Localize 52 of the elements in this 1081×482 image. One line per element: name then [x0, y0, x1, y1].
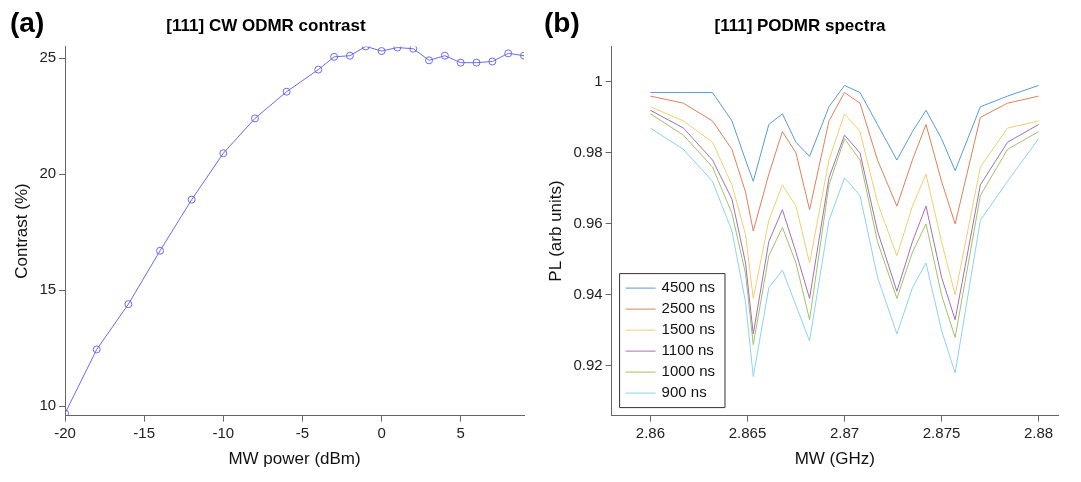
point	[282, 87, 291, 96]
point	[314, 65, 323, 74]
legend-label: 900 ns	[661, 383, 707, 401]
point	[219, 149, 228, 158]
legend-label: 4500 ns	[661, 278, 715, 296]
point	[488, 57, 497, 66]
y-tick-label: 20	[39, 164, 57, 182]
text: (b)	[544, 6, 580, 38]
y-tick-label: 15	[39, 280, 57, 298]
legend-label: 1100 ns	[661, 341, 714, 359]
y-tick-label: 25	[39, 48, 57, 66]
chart-title: [111] CW ODMR contrast	[166, 15, 366, 35]
text: (a)	[10, 6, 45, 38]
x-tick-label: 0	[377, 423, 386, 441]
y-tick-label: 0.96	[573, 214, 603, 232]
x-tick-label: 5	[456, 423, 465, 441]
x-tick-label: 2.87	[829, 423, 860, 441]
x-tick-label: 2.865	[728, 423, 767, 441]
chart-title: [111] PODMR spectra	[714, 15, 887, 35]
point	[504, 49, 513, 58]
point	[92, 345, 101, 354]
legend-label: 2500 ns	[661, 299, 715, 317]
point	[440, 51, 449, 60]
x-tick-label: -5	[295, 423, 310, 441]
x-tick-label: 2.875	[922, 423, 961, 441]
y-tick-label: 0.94	[573, 285, 603, 303]
x-tick-label: 2.86	[635, 423, 666, 441]
point	[456, 58, 465, 67]
point	[472, 58, 481, 67]
y-tick-label: 0.92	[573, 356, 603, 374]
legend-label: 1000 ns	[661, 362, 715, 380]
point	[187, 195, 196, 204]
y-tick-label: 10	[39, 396, 57, 414]
point	[377, 47, 386, 56]
x-axis-title: MW power (dBm)	[228, 449, 361, 469]
y-tick-label: 1	[594, 72, 603, 90]
x-axis-title: MW (GHz)	[794, 449, 875, 469]
legend-label: 1500 ns	[661, 320, 715, 338]
y-axis-title: Contrast (%)	[11, 183, 31, 279]
y-axis-title: PL (arb units)	[545, 180, 565, 282]
point	[425, 56, 434, 65]
point	[156, 246, 165, 255]
x-tick-label: -15	[133, 423, 156, 441]
x-tick-label: -10	[212, 423, 235, 441]
point	[345, 51, 354, 60]
point	[330, 52, 339, 61]
x-tick-label: 2.88	[1023, 423, 1054, 441]
point	[409, 46, 418, 53]
point	[124, 300, 133, 309]
point	[250, 114, 259, 123]
x-tick-label: -20	[54, 423, 76, 441]
y-tick-label: 0.98	[573, 143, 603, 161]
